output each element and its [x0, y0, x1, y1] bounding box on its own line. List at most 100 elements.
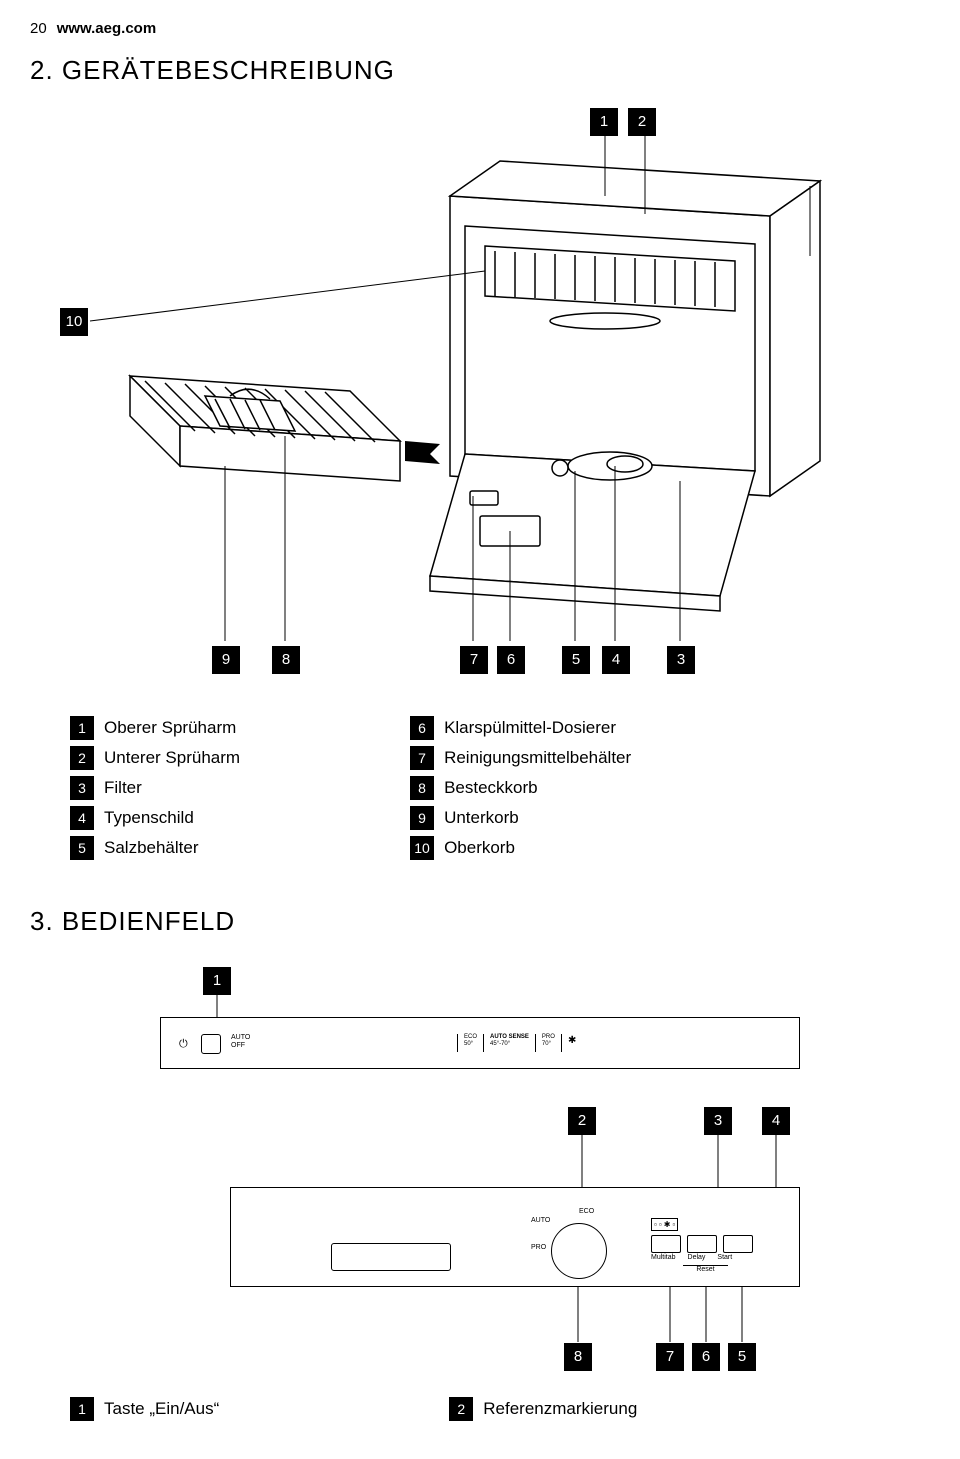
legend-num: 10: [410, 836, 434, 860]
legend-num: 5: [70, 836, 94, 860]
panel2-callout-7: 7: [656, 1343, 684, 1371]
section-2-title: 2. GERÄTEBESCHREIBUNG: [30, 55, 960, 86]
callout-2: 2: [628, 108, 656, 136]
legend-num: 4: [70, 806, 94, 830]
delay-label: Delay: [688, 1254, 706, 1261]
indicator-icon: ▫: [672, 1220, 675, 1229]
power-button[interactable]: [201, 1034, 221, 1054]
legend-label: Besteckkorb: [444, 778, 538, 798]
legend-num: 9: [410, 806, 434, 830]
legend-row: 5 Salzbehälter: [70, 836, 240, 860]
callout-8: 8: [272, 646, 300, 674]
legend-label: Filter: [104, 778, 142, 798]
prog-eco: ECO 50°: [464, 1034, 477, 1048]
indicator-icon: ▫: [654, 1220, 657, 1229]
legend-num: 8: [410, 776, 434, 800]
legend-num: 3: [70, 776, 94, 800]
legend-num: 6: [410, 716, 434, 740]
start-button[interactable]: [723, 1235, 753, 1253]
diagram-legend: 1 Oberer Sprüharm 2 Unterer Sprüharm 3 Filt…: [70, 716, 960, 866]
appliance-diagram: 1 2 10 9 8 7 6 5 4 3: [30, 96, 930, 696]
prog-pro: PRO 70°: [542, 1034, 555, 1048]
legend-label: Oberer Sprüharm: [104, 718, 236, 738]
legend-label: Salzbehälter: [104, 838, 199, 858]
legend-row: 1 Taste „Ein/Aus“: [70, 1397, 219, 1421]
prog-pro-top: PRO: [542, 1034, 555, 1041]
legend-label: Unterer Sprüharm: [104, 748, 240, 768]
legend-label: Referenzmarkierung: [483, 1399, 637, 1419]
prog-autosense-bot: 45°-70°: [490, 1041, 529, 1048]
legend-label: Klarspülmittel-Dosierer: [444, 718, 616, 738]
panel2-callout-8: 8: [564, 1343, 592, 1371]
display-window: [331, 1243, 451, 1271]
legend-row: 9 Unterkorb: [410, 806, 631, 830]
manual-page: 20 www.aeg.com 2. GERÄTEBESCHREIBUNG: [0, 0, 960, 1427]
prog-eco-bot: 50°: [464, 1041, 477, 1048]
legend-num: 1: [70, 716, 94, 740]
button-cluster: ▫ ▫ ✱ ▫ Multitab Delay Start Reset: [651, 1218, 771, 1273]
prog-autosense-top: AUTO SENSE: [490, 1034, 529, 1041]
program-labels: ECO 50° AUTO SENSE 45°-70° PRO 70° ✱: [451, 1034, 576, 1052]
page-number: 20: [30, 20, 47, 37]
lower-control-panel: ECO AUTO PRO ▫ ▫ ✱ ▫: [230, 1187, 800, 1287]
legend-row: 2 Referenzmarkierung: [449, 1397, 637, 1421]
multitab-label: Multitab: [651, 1254, 676, 1261]
legend-row: 7 Reinigungsmittelbehälter: [410, 746, 631, 770]
legend-label: Taste „Ein/Aus“: [104, 1399, 219, 1419]
legend-num: 7: [410, 746, 434, 770]
legend-label: Oberkorb: [444, 838, 515, 858]
start-label: Start: [717, 1254, 732, 1261]
legend-num: 1: [70, 1397, 94, 1421]
panel2-callout-5: 5: [728, 1343, 756, 1371]
prog-eco-top: ECO: [464, 1034, 477, 1041]
panel2-callout-3: 3: [704, 1107, 732, 1135]
callout-6: 6: [497, 646, 525, 674]
callout-7: 7: [460, 646, 488, 674]
page-header: 20 www.aeg.com: [0, 20, 960, 37]
panel2-callout-4: 4: [762, 1107, 790, 1135]
auto-off-label: AUTO OFF: [231, 1034, 250, 1050]
power-icon: ⏻: [179, 1038, 188, 1051]
legend-num: 2: [70, 746, 94, 770]
callout-1: 1: [590, 108, 618, 136]
legend-row: 4 Typenschild: [70, 806, 240, 830]
legend-row: 10 Oberkorb: [410, 836, 631, 860]
multitab-button[interactable]: [651, 1235, 681, 1253]
delay-button[interactable]: [687, 1235, 717, 1253]
legend-left-col: 1 Oberer Sprüharm 2 Unterer Sprüharm 3 Filt…: [70, 716, 240, 866]
program-selector-knob[interactable]: [551, 1223, 607, 1279]
callout-5: 5: [562, 646, 590, 674]
indicator-display: ▫ ▫ ✱ ▫: [651, 1218, 678, 1231]
legend-row: 2 Unterer Sprüharm: [70, 746, 240, 770]
upper-fascia-panel: ⏻ AUTO OFF ECO 50° AUTO SENSE 45°-70°: [160, 1017, 800, 1069]
legend-right-col: 6 Klarspülmittel-Dosierer 7 Reinigungsmitt…: [410, 716, 631, 866]
site-url: www.aeg.com: [57, 20, 156, 37]
knob-eco-label: ECO: [579, 1208, 594, 1215]
legend-label: Reinigungsmittelbehälter: [444, 748, 631, 768]
prog-autosense: AUTO SENSE 45°-70°: [490, 1034, 529, 1048]
control-panel-area: 1 ⏻ AUTO OFF: [30, 957, 930, 1377]
auto-label: AUTO: [231, 1034, 250, 1042]
legend-label: Typenschild: [104, 808, 194, 828]
indicator-icon: ✱: [664, 1220, 671, 1229]
prog-pro-bot: 70°: [542, 1041, 555, 1048]
legend-row: 8 Besteckkorb: [410, 776, 631, 800]
indicator-icon: ▫: [659, 1220, 662, 1229]
legend-num: 2: [449, 1397, 473, 1421]
section-3-title: 3. BEDIENFELD: [30, 906, 960, 937]
panel-legend: 1 Taste „Ein/Aus“ 2 Referenzmarkierung: [70, 1397, 960, 1427]
panel2-callout-2: 2: [568, 1107, 596, 1135]
legend-row: 6 Klarspülmittel-Dosierer: [410, 716, 631, 740]
callout-9: 9: [212, 646, 240, 674]
legend-row: 1 Oberer Sprüharm: [70, 716, 240, 740]
callout-4: 4: [602, 646, 630, 674]
reset-label: Reset: [683, 1265, 728, 1273]
callout-10: 10: [60, 308, 88, 336]
prog-extra-icon: ✱: [568, 1034, 576, 1044]
legend-row: 3 Filter: [70, 776, 240, 800]
panel2-callout-6: 6: [692, 1343, 720, 1371]
off-label: OFF: [231, 1042, 250, 1050]
callout-3: 3: [667, 646, 695, 674]
legend-label: Unterkorb: [444, 808, 519, 828]
knob-auto-label: AUTO: [531, 1217, 550, 1224]
